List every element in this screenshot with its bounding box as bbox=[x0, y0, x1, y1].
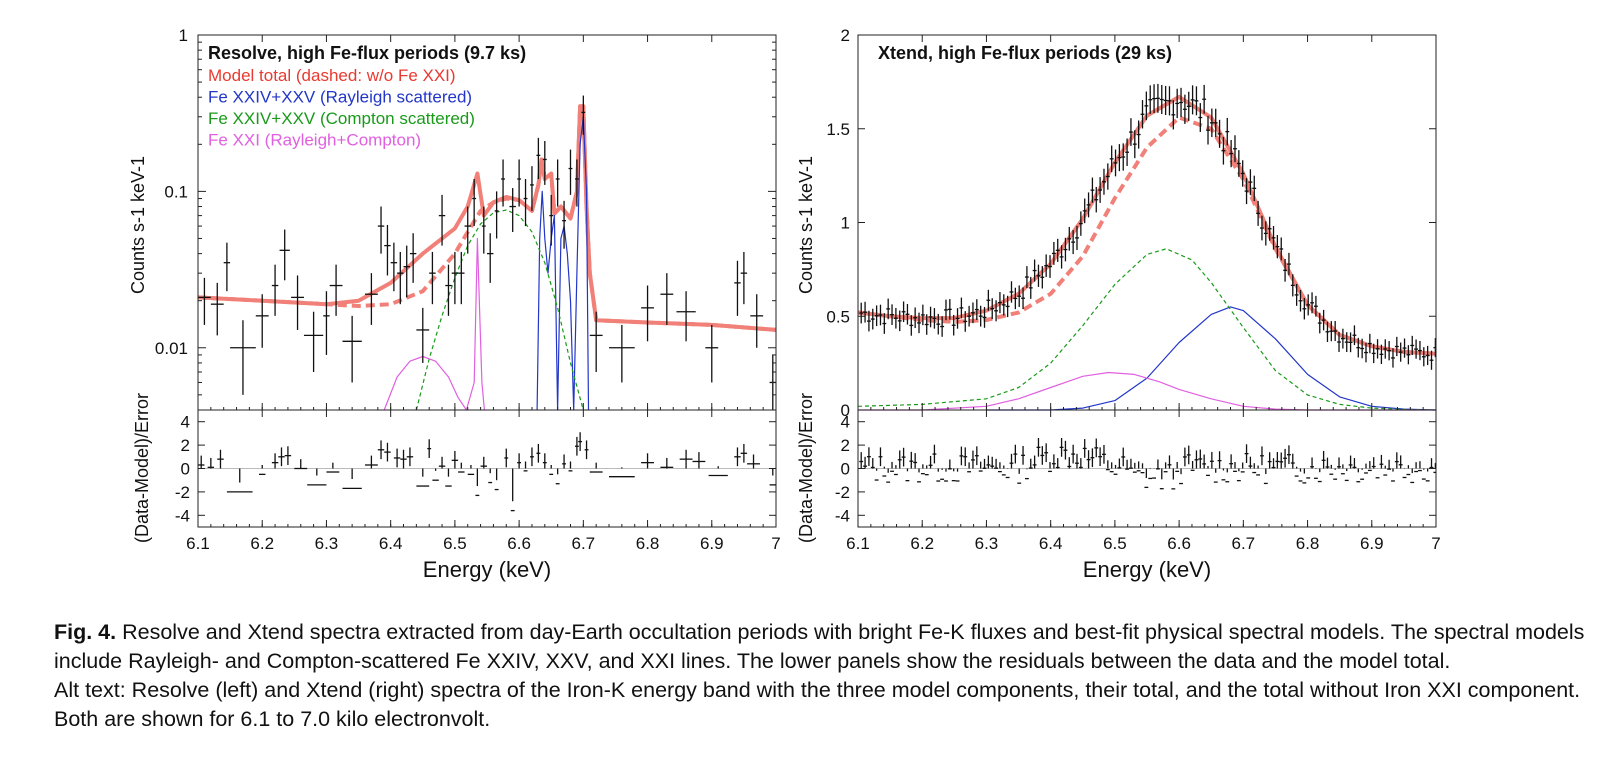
legend-entry: Fe XXIV+XXV (Compton scattered) bbox=[208, 109, 475, 128]
x-tick-label: 6.1 bbox=[186, 534, 210, 553]
x-tick-label: 6.8 bbox=[636, 534, 660, 553]
legend-entry: Fe XXI (Rayleigh+Compton) bbox=[208, 131, 421, 150]
figure-caption: Fig. 4. Resolve and Xtend spectra extrac… bbox=[54, 618, 1594, 734]
x-tick-label: 6.7 bbox=[1232, 534, 1256, 553]
y-tick-label: 1 bbox=[179, 26, 188, 45]
y-tick-label: 0.1 bbox=[164, 182, 188, 201]
x-tick-label: 7 bbox=[771, 534, 780, 553]
x-tick-label: 6.1 bbox=[846, 534, 870, 553]
series-line bbox=[383, 237, 485, 411]
y-axis-label: Counts s-1 keV-1 bbox=[796, 156, 816, 294]
x-axis-label: Energy (keV) bbox=[423, 557, 551, 582]
residual-y-axis-label: (Data-Model)/Error bbox=[132, 393, 152, 543]
series-line bbox=[536, 116, 590, 411]
resolve-title: Resolve, high Fe-flux periods (9.7 ks) bbox=[208, 43, 526, 63]
legend-entry: Fe XXIV+XXV (Rayleigh scattered) bbox=[208, 88, 472, 107]
x-tick-label: 6.2 bbox=[910, 534, 934, 553]
resolve-panel: 0.01 0.1 1 -4 -2 0 2 4 6.1 6.2 6.3 6.4 6.5 6.6 6.7 6.8 6… bbox=[128, 26, 781, 582]
y-tick-label: 1 bbox=[841, 214, 850, 233]
figure: 0.01 0.1 1 -4 -2 0 2 4 6.1 6.2 6.3 6.4 6.5 6.6 6.7 6.8 6… bbox=[128, 26, 1441, 582]
xtend-title: Xtend, high Fe-flux periods (29 ks) bbox=[878, 43, 1172, 63]
series-line bbox=[857, 248, 1437, 411]
x-tick-label: 6.9 bbox=[1360, 534, 1384, 553]
xtend-spectrum-frame bbox=[857, 34, 1437, 411]
caption-text: Resolve and Xtend spectra extracted from… bbox=[54, 620, 1585, 673]
series-line bbox=[986, 306, 1437, 411]
x-tick-label: 6.9 bbox=[700, 534, 724, 553]
x-tick-label: 6.3 bbox=[315, 534, 339, 553]
y-tick-label: 4 bbox=[841, 413, 850, 432]
x-tick-label: 7 bbox=[1431, 534, 1440, 553]
y-tick-label: 2 bbox=[181, 436, 190, 455]
x-tick-label: 6.3 bbox=[975, 534, 999, 553]
x-tick-label: 6.6 bbox=[507, 534, 531, 553]
y-tick-label: 0 bbox=[181, 460, 190, 479]
y-tick-label: -2 bbox=[175, 483, 190, 502]
x-axis-label: Energy (keV) bbox=[1083, 557, 1211, 582]
xtend-panel: 0 0.5 1 1.5 2 -4 -2 0 2 4 6.1 6.2 6.3 6.4 6.5 6.6 6.7 6.8… bbox=[796, 26, 1441, 582]
y-axis-label: Counts s-1 keV-1 bbox=[128, 156, 148, 294]
y-tick-label: 2 bbox=[841, 436, 850, 455]
y-tick-label: 0 bbox=[841, 460, 850, 479]
y-tick-label: 2 bbox=[841, 26, 850, 45]
x-tick-label: 6.8 bbox=[1296, 534, 1320, 553]
y-tick-label: 4 bbox=[181, 413, 190, 432]
x-tick-label: 6.6 bbox=[1167, 534, 1191, 553]
y-tick-label: 0 bbox=[841, 401, 850, 420]
y-tick-label: -4 bbox=[835, 506, 850, 525]
residual-y-axis-label: (Data-Model)/Error bbox=[796, 393, 816, 543]
x-tick-label: 6.5 bbox=[1103, 534, 1127, 553]
legend-entry: Model total (dashed: w/o Fe XXI) bbox=[208, 66, 456, 85]
series-line bbox=[857, 94, 1437, 356]
y-tick-label: -2 bbox=[835, 483, 850, 502]
x-tick-label: 6.5 bbox=[443, 534, 467, 553]
x-tick-label: 6.7 bbox=[572, 534, 596, 553]
series-line bbox=[197, 104, 777, 332]
caption-alt-text: Alt text: Resolve (left) and Xtend (righ… bbox=[54, 678, 1581, 731]
y-tick-label: 0.5 bbox=[826, 307, 850, 326]
x-tick-label: 6.2 bbox=[250, 534, 274, 553]
x-tick-label: 6.4 bbox=[1039, 534, 1063, 553]
series-line bbox=[858, 371, 1436, 411]
y-tick-label: -4 bbox=[175, 506, 190, 525]
y-tick-label: 1.5 bbox=[826, 120, 850, 139]
figure-label: Fig. 4. bbox=[54, 620, 117, 644]
y-tick-label: 0.01 bbox=[155, 339, 188, 358]
x-tick-label: 6.4 bbox=[379, 534, 403, 553]
